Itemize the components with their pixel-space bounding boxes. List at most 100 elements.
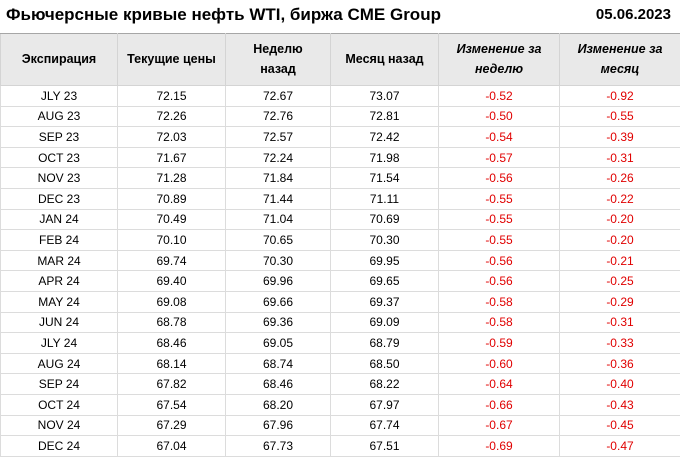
change-week-cell: -0.59 [438,332,560,354]
change-week-cell: -0.69 [438,435,560,457]
change-week-cell: -0.66 [438,393,560,416]
table-row: AUG 23 72.26 72.76 72.81 -0.50 -0.55 [0,105,680,128]
expiration-cell: MAY 24 [0,290,118,313]
expiration-cell: AUG 23 [0,105,118,128]
week-ago-cell: 68.46 [225,373,331,395]
change-week-cell: -0.58 [438,290,560,313]
change-month-cell: -0.22 [559,187,680,210]
month-ago-cell: 72.81 [330,105,439,128]
table-row: JAN 24 70.49 71.04 70.69 -0.55 -0.20 [0,208,680,231]
current-price-cell: 69.08 [117,290,226,313]
change-week-cell: -0.56 [438,270,560,292]
table-row: MAY 24 69.08 69.66 69.37 -0.58 -0.29 [0,290,680,313]
current-price-cell: 69.40 [117,270,226,292]
current-price-cell: 67.29 [117,414,226,437]
month-ago-cell: 68.50 [330,352,439,375]
table-row: JUN 24 68.78 69.36 69.09 -0.58 -0.31 [0,311,680,334]
month-ago-cell: 69.95 [330,249,439,272]
column-header-3: Неделю назад [225,33,331,86]
page-title: Фьючерсные кривые нефть WTI, биржа CME G… [6,5,441,24]
month-ago-cell: 67.74 [330,414,439,437]
week-ago-cell: 67.96 [225,414,331,437]
current-price-cell: 72.03 [117,126,226,148]
week-ago-cell: 68.74 [225,352,331,375]
current-price-cell: 71.28 [117,167,226,189]
table-row: MAR 24 69.74 70.30 69.95 -0.56 -0.21 [0,249,680,272]
table-row: JLY 23 72.15 72.67 73.07 -0.52 -0.92 [0,85,680,107]
current-price-cell: 68.46 [117,332,226,354]
change-month-cell: -0.40 [559,373,680,395]
expiration-cell: APR 24 [0,270,118,292]
change-week-cell: -0.58 [438,311,560,334]
change-month-cell: -0.21 [559,249,680,272]
change-week-cell: -0.60 [438,352,560,375]
table-row: OCT 24 67.54 68.20 67.97 -0.66 -0.43 [0,393,680,416]
change-week-cell: -0.54 [438,126,560,148]
week-ago-cell: 71.44 [225,187,331,210]
expiration-cell: AUG 24 [0,352,118,375]
change-week-cell: -0.55 [438,208,560,231]
week-ago-cell: 69.96 [225,270,331,292]
change-week-cell: -0.50 [438,105,560,128]
expiration-cell: OCT 24 [0,393,118,416]
week-ago-cell: 70.65 [225,229,331,251]
expiration-cell: JUN 24 [0,311,118,334]
expiration-cell: OCT 23 [0,146,118,169]
change-month-cell: -0.25 [559,270,680,292]
table-row: APR 24 69.40 69.96 69.65 -0.56 -0.25 [0,270,680,292]
current-price-cell: 72.26 [117,105,226,128]
header-row: Экспирация Текущие цены Неделю назад Месяц … [0,33,680,86]
current-price-cell: 68.78 [117,311,226,334]
change-month-cell: -0.31 [559,311,680,334]
week-ago-cell: 72.67 [225,85,331,107]
table-row: JLY 24 68.46 69.05 68.79 -0.59 -0.33 [0,332,680,354]
change-month-cell: -0.26 [559,167,680,189]
week-ago-cell: 69.36 [225,311,331,334]
column-header-1: Экспирация [0,33,118,86]
week-ago-cell: 71.04 [225,208,331,231]
week-ago-cell: 72.24 [225,146,331,169]
futures-table-body: JLY 23 72.15 72.67 73.07 -0.52 -0.92 AUG 23 72.… [0,85,680,457]
column-header-6: Изменение за месяц [559,33,680,86]
month-ago-cell: 68.22 [330,373,439,395]
month-ago-cell: 70.30 [330,229,439,251]
month-ago-cell: 67.51 [330,435,439,457]
current-price-cell: 72.15 [117,85,226,107]
change-month-cell: -0.29 [559,290,680,313]
change-month-cell: -0.45 [559,414,680,437]
week-ago-cell: 70.30 [225,249,331,272]
change-month-cell: -0.20 [559,229,680,251]
expiration-cell: SEP 24 [0,373,118,395]
change-month-cell: -0.20 [559,208,680,231]
column-header-2: Текущие цены [117,33,226,86]
current-price-cell: 70.49 [117,208,226,231]
current-price-cell: 68.14 [117,352,226,375]
change-month-cell: -0.92 [559,85,680,107]
week-ago-cell: 72.76 [225,105,331,128]
current-price-cell: 67.82 [117,373,226,395]
table-row: SEP 24 67.82 68.46 68.22 -0.64 -0.40 [0,373,680,395]
expiration-cell: JAN 24 [0,208,118,231]
table-row: NOV 24 67.29 67.96 67.74 -0.67 -0.45 [0,414,680,437]
table-row: DEC 23 70.89 71.44 71.11 -0.55 -0.22 [0,187,680,210]
current-price-cell: 71.67 [117,146,226,169]
current-price-cell: 70.89 [117,187,226,210]
month-ago-cell: 68.79 [330,332,439,354]
expiration-cell: DEC 24 [0,435,118,457]
table-row: DEC 24 67.04 67.73 67.51 -0.69 -0.47 [0,435,680,457]
title-bar: Фьючерсные кривые нефть WTI, биржа CME G… [0,0,680,33]
month-ago-cell: 69.65 [330,270,439,292]
expiration-cell: MAR 24 [0,249,118,272]
month-ago-cell: 67.97 [330,393,439,416]
futures-table: Экспирация Текущие цены Неделю назад Месяц … [0,33,680,457]
current-price-cell: 67.04 [117,435,226,457]
change-week-cell: -0.64 [438,373,560,395]
change-month-cell: -0.47 [559,435,680,457]
week-ago-cell: 71.84 [225,167,331,189]
current-price-cell: 67.54 [117,393,226,416]
month-ago-cell: 71.11 [330,187,439,210]
column-header-4: Месяц назад [330,33,439,86]
month-ago-cell: 71.98 [330,146,439,169]
change-month-cell: -0.55 [559,105,680,128]
table-row: SEP 23 72.03 72.57 72.42 -0.54 -0.39 [0,126,680,148]
